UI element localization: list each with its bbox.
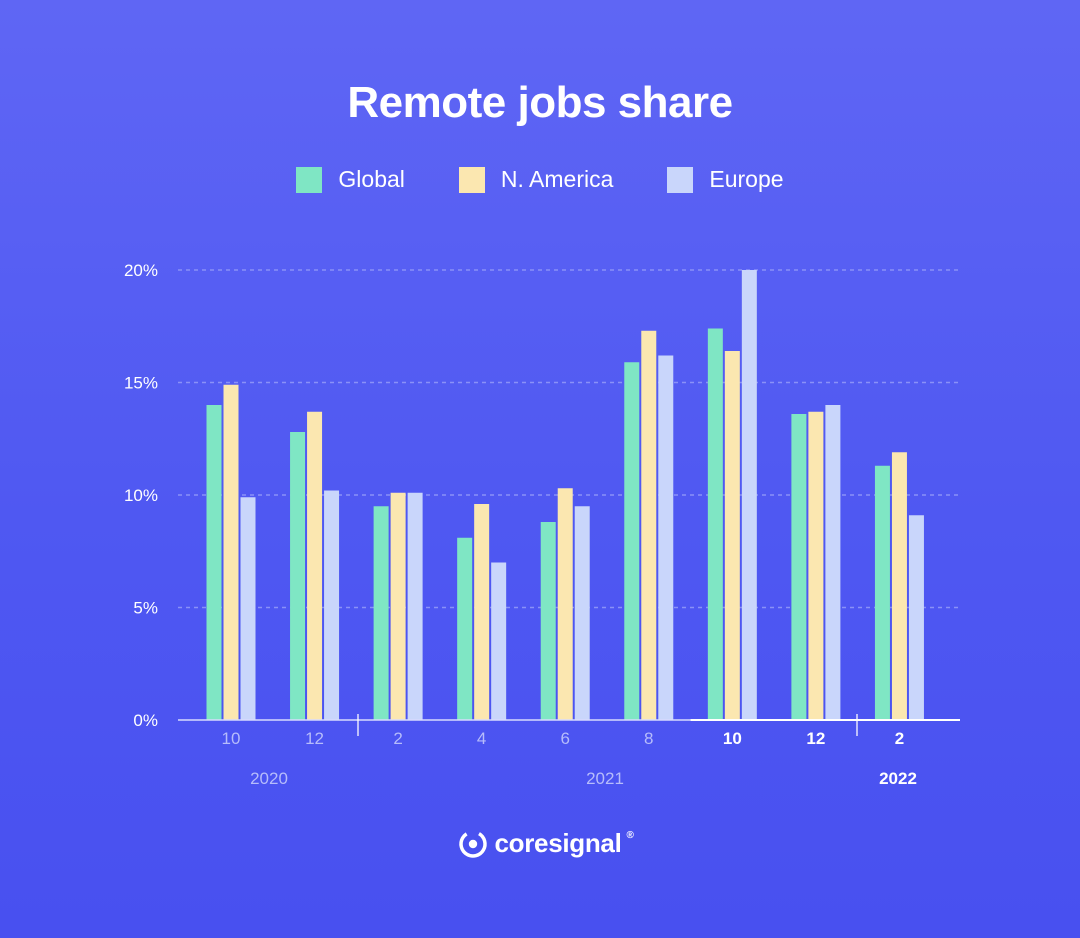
legend-item-north-america: N. America [458, 166, 614, 193]
bar-europe [741, 270, 757, 720]
bar-n-america [641, 330, 657, 720]
brand-wordmark: coresignal [494, 828, 622, 858]
legend-swatch-europe [667, 166, 694, 193]
y-tick-label: 10% [124, 486, 158, 505]
x-tick-label: 12 [806, 729, 825, 748]
y-tick-label: 5% [133, 599, 158, 618]
bar-n-america [474, 504, 490, 720]
legend-swatch-global [296, 166, 323, 193]
legend-label-north-america: N. America [500, 166, 614, 192]
bar-europe [407, 492, 423, 720]
bar-n-america [390, 492, 406, 720]
bar-global [791, 414, 807, 720]
bar-global [206, 405, 222, 720]
x-tick-label: 10 [222, 729, 241, 748]
bar-global [290, 432, 306, 720]
bar-europe [574, 506, 590, 720]
bar-global [874, 465, 890, 720]
chart-title: Remote jobs share [347, 78, 733, 127]
legend-item-europe: Europe [667, 166, 784, 193]
legend-label-global: Global [338, 166, 405, 192]
brand-logo: coresignal ® [0, 828, 1080, 859]
bar-europe [240, 497, 256, 720]
bar-n-america [808, 411, 824, 720]
legend: Global N. America Europe [0, 166, 1080, 193]
year-label: 2020 [250, 769, 288, 788]
bar-global [457, 537, 473, 720]
x-tick-label: 10 [723, 729, 742, 748]
coresignal-logo-icon [459, 829, 488, 858]
brand-name: coresignal ® [494, 828, 633, 859]
x-tick-label: 2 [895, 729, 904, 748]
x-tick-label: 2 [393, 729, 402, 748]
legend-item-global: Global [296, 166, 405, 193]
bar-global [707, 328, 723, 720]
bar-global [624, 362, 640, 720]
year-label: 2021 [586, 769, 624, 788]
y-tick-label: 20% [124, 261, 158, 280]
bar-europe [908, 515, 924, 720]
registered-mark: ® [626, 830, 634, 841]
x-tick-label: 4 [477, 729, 486, 748]
bar-europe [825, 405, 841, 720]
bar-global [540, 522, 556, 720]
legend-swatch-north-america [458, 166, 485, 193]
y-tick-label: 0% [133, 711, 158, 730]
year-label: 2022 [879, 769, 917, 788]
y-tick-label: 15% [124, 374, 158, 393]
x-tick-label: 12 [305, 729, 324, 748]
bar-n-america [223, 384, 239, 720]
bar-europe [658, 355, 674, 720]
legend-label-europe: Europe [709, 166, 784, 192]
bar-n-america [891, 452, 907, 720]
bar-n-america [724, 351, 740, 720]
bar-europe [491, 562, 507, 720]
bar-europe [324, 490, 340, 720]
bar-n-america [307, 411, 323, 720]
x-tick-label: 6 [560, 729, 569, 748]
bar-n-america [557, 488, 573, 720]
x-tick-label: 8 [644, 729, 653, 748]
bar-global [373, 506, 389, 720]
